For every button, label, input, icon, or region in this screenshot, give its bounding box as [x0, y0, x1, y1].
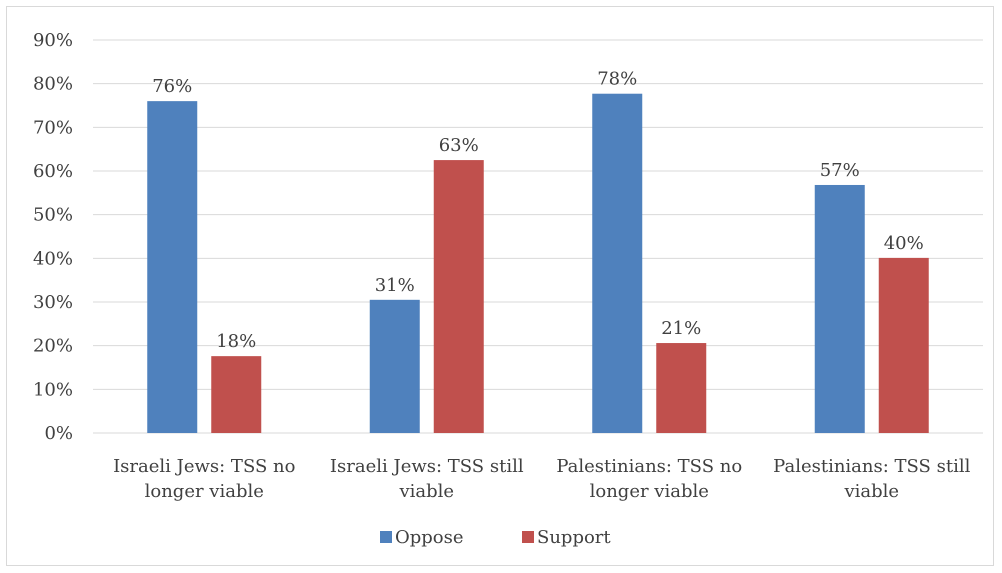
category-label: Palestinians: TSS no — [556, 456, 742, 477]
category-label: longer viable — [145, 481, 264, 502]
data-label: 78% — [597, 69, 637, 90]
category-label: viable — [398, 481, 454, 502]
data-labels: 76% 18% 31% 63% 78% 21% 57% 40% — [152, 69, 924, 352]
category-label: viable — [843, 481, 899, 502]
y-tick-label: 90% — [33, 30, 73, 51]
legend-label-oppose: Oppose — [395, 527, 464, 548]
y-tick-label: 40% — [33, 248, 73, 269]
category-labels: Israeli Jews: TSS no longer viable Israeli… — [113, 456, 971, 502]
data-label: 63% — [439, 135, 479, 156]
bar-oppose-2 — [369, 299, 420, 433]
bar-support-3 — [656, 343, 707, 433]
legend-swatch-support — [522, 531, 534, 543]
bar-support-4 — [878, 257, 929, 433]
y-tick-label: 70% — [33, 117, 73, 138]
bars — [147, 93, 929, 434]
legend-swatch-oppose — [380, 531, 392, 543]
data-label: 31% — [375, 275, 415, 296]
bar-oppose-3 — [592, 93, 643, 434]
category-label: longer viable — [590, 481, 709, 502]
category-label: Israeli Jews: TSS still — [330, 456, 524, 477]
y-tick-label: 20% — [33, 336, 73, 357]
legend-label-support: Support — [537, 527, 611, 548]
data-label: 21% — [661, 318, 701, 339]
y-tick-label: 50% — [33, 205, 73, 226]
y-tick-label: 80% — [33, 74, 73, 95]
data-label: 76% — [152, 76, 192, 97]
legend: Oppose Support — [380, 527, 611, 548]
category-label: Israeli Jews: TSS no — [113, 456, 295, 477]
bar-oppose-1 — [147, 101, 198, 433]
y-tick-label: 10% — [33, 379, 73, 400]
y-tick-label: 0% — [44, 423, 73, 444]
y-tick-label: 60% — [33, 161, 73, 182]
bar-oppose-4 — [814, 184, 865, 433]
bar-support-1 — [211, 356, 262, 433]
y-axis-ticks: 0% 10% 20% 30% 40% 50% 60% 70% 80% 90% — [33, 30, 73, 444]
data-label: 18% — [216, 331, 256, 352]
data-label: 40% — [884, 233, 924, 254]
bar-support-2 — [433, 160, 484, 434]
category-label: Palestinians: TSS still — [773, 456, 970, 477]
y-tick-label: 30% — [33, 292, 73, 313]
data-label: 57% — [820, 160, 860, 181]
